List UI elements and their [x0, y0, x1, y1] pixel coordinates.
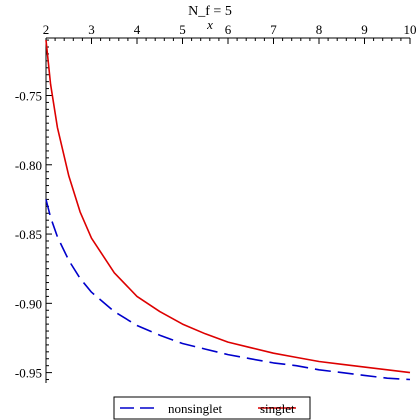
x-tick-label: 8	[316, 22, 323, 37]
series-line-singlet	[45, 40, 411, 374]
y-tick-label: -0.95	[15, 366, 42, 381]
legend-nonsinglet-label: nonsinglet	[168, 401, 223, 416]
series-line-nonsinglet	[45, 199, 411, 381]
x-tick-label: 9	[361, 22, 368, 37]
legend: nonsinglet singlet	[113, 396, 311, 420]
y-tick-label: -0.90	[15, 296, 42, 311]
x-axis-label: x	[206, 17, 213, 32]
x-tick-label: 6	[225, 22, 232, 37]
y-ticks: -0.75 -0.80 -0.85 -0.90 -0.95	[15, 39, 52, 381]
legend-singlet-label: singlet	[260, 401, 295, 416]
x-tick-label: 10	[404, 22, 417, 37]
y-tick-label: -0.85	[15, 227, 42, 242]
legend-box	[113, 396, 311, 420]
x-tick-label: 2	[43, 22, 50, 37]
series-layer	[45, 40, 411, 381]
y-tick-label: -0.75	[15, 89, 42, 104]
chart-title: N_f = 5	[188, 4, 232, 19]
x-tick-label: 3	[88, 22, 95, 37]
x-tick-label: 7	[270, 22, 277, 37]
axes	[45, 37, 410, 383]
x-tick-label: 5	[179, 22, 186, 37]
x-ticks: 2 3 4 5 6 7 8 9 10	[43, 22, 417, 44]
y-tick-label: -0.80	[15, 158, 42, 173]
x-tick-label: 4	[134, 22, 141, 37]
